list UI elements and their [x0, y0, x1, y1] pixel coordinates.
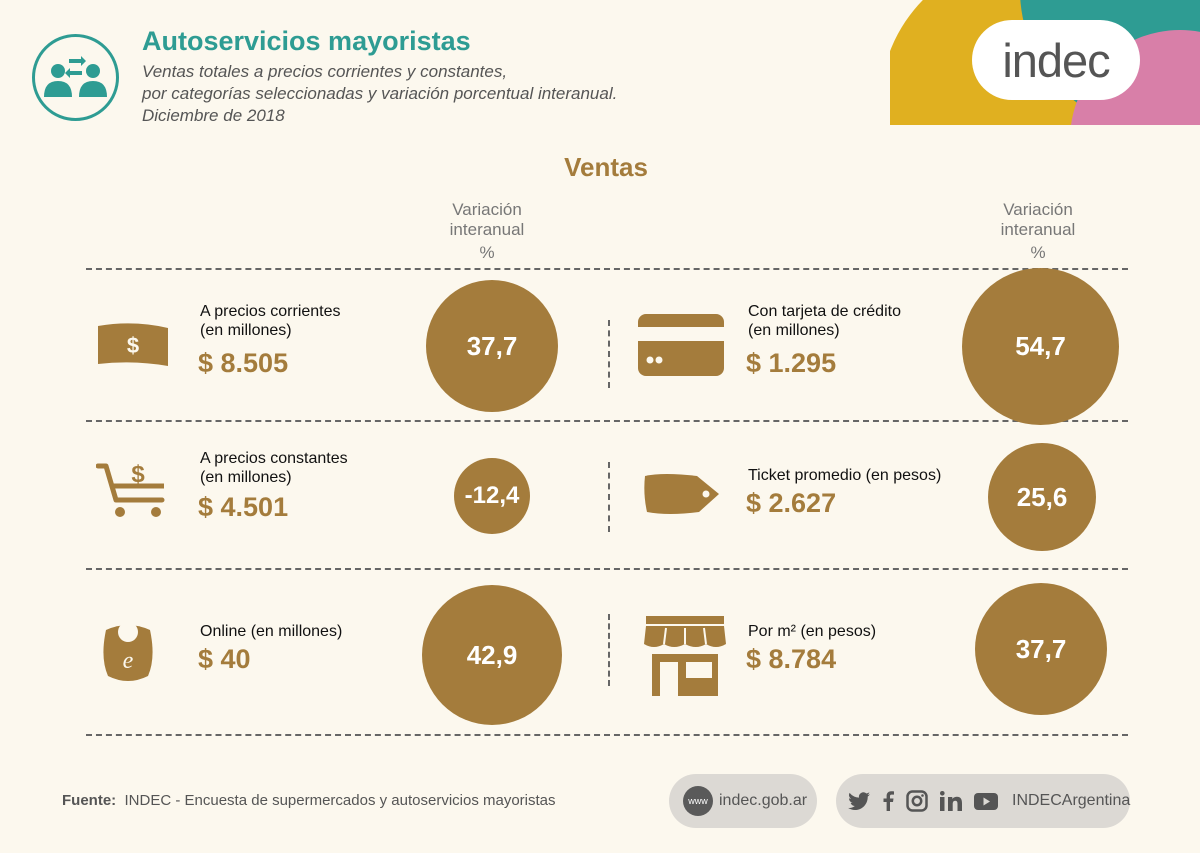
- twitter-icon[interactable]: [848, 792, 870, 810]
- divider: [86, 568, 1128, 570]
- vertical-divider: [608, 320, 610, 388]
- linkedin-icon[interactable]: [940, 791, 962, 811]
- facebook-icon[interactable]: [882, 791, 894, 811]
- item-value: $ 1.295: [746, 348, 837, 378]
- people-exchange-icon: [44, 56, 107, 97]
- banknote-icon: $: [98, 322, 168, 368]
- item-label: Online (en millones): [200, 623, 343, 640]
- variation-header-left: Variación interanual %: [449, 200, 525, 262]
- vertical-divider: [608, 614, 610, 686]
- svg-text:$: $: [131, 461, 145, 488]
- www-icon: www: [683, 786, 713, 816]
- variation-bubble: -12,4: [454, 458, 530, 534]
- people-exchange-logo: [32, 34, 119, 121]
- source-note: Fuente: INDEC - Encuesta de supermercado…: [62, 792, 556, 809]
- variation-bubble: 25,6: [988, 443, 1096, 551]
- social-handle[interactable]: INDECArgentina: [1012, 792, 1131, 809]
- price-tag-icon: [643, 472, 721, 518]
- item-label: A precios constantes (en millones): [200, 450, 348, 486]
- website-link[interactable]: www indec.gob.ar: [669, 774, 817, 828]
- subtitle-line-2: por categorías seleccionadas y variación…: [142, 84, 618, 103]
- credit-card-icon: [638, 314, 724, 376]
- divider: [86, 420, 1128, 422]
- shopping-cart-icon: $: [96, 460, 168, 520]
- svg-text:$: $: [127, 333, 139, 358]
- variation-bubble: 37,7: [426, 280, 558, 412]
- subtitle-line-3: Diciembre de 2018: [142, 106, 285, 125]
- youtube-icon[interactable]: [974, 792, 998, 810]
- social-bar: INDECArgentina: [836, 774, 1130, 828]
- variation-bubble: 54,7: [962, 268, 1119, 425]
- variation-header-right: Variación interanual %: [1000, 200, 1076, 262]
- item-value: $ 40: [198, 644, 251, 674]
- page-title: Autoservicios mayoristas: [142, 26, 471, 56]
- divider: [86, 268, 1128, 270]
- subtitle-line-1: Ventas totales a precios corrientes y co…: [142, 62, 508, 81]
- website-text: indec.gob.ar: [719, 792, 808, 809]
- item-value: $ 8.784: [746, 644, 837, 674]
- instagram-icon[interactable]: [906, 790, 928, 812]
- divider: [86, 734, 1128, 736]
- section-title: Ventas: [564, 152, 648, 182]
- item-value: $ 4.501: [198, 492, 289, 522]
- vertical-divider: [608, 462, 610, 532]
- indec-logo: indec: [972, 20, 1140, 100]
- online-bag-icon: e: [100, 612, 156, 684]
- variation-bubble: 42,9: [422, 585, 562, 725]
- svg-text:e: e: [123, 648, 134, 674]
- item-value: $ 2.627: [746, 488, 837, 518]
- item-value: $ 8.505: [198, 348, 289, 378]
- variation-bubble: 37,7: [975, 583, 1107, 715]
- item-label: A precios corrientes (en millones): [200, 303, 341, 339]
- storefront-icon: [642, 614, 728, 696]
- item-label: Por m² (en pesos): [748, 623, 877, 640]
- item-label: Con tarjeta de crédito (en millones): [748, 303, 901, 339]
- item-label: Ticket promedio (en pesos): [748, 467, 942, 484]
